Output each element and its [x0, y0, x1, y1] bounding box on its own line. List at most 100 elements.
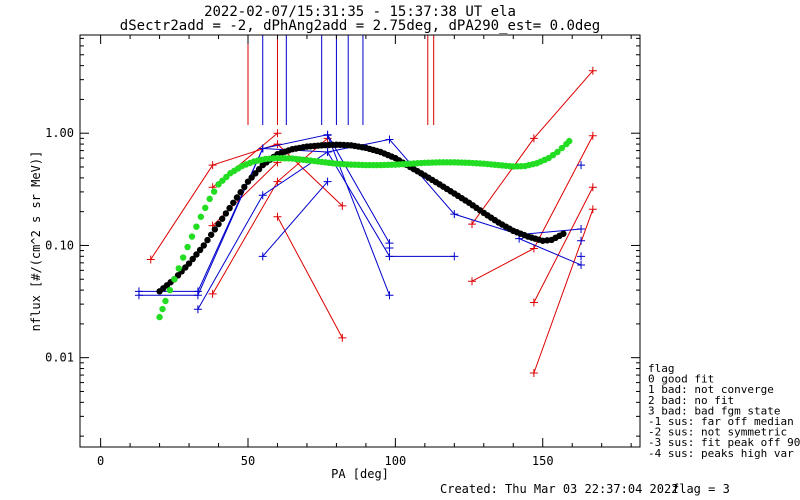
series-0-line-8: [533, 209, 594, 374]
series-layer: [134, 66, 597, 378]
series-2-dot-20: [230, 199, 237, 206]
x-tick-label-2: 100: [385, 454, 407, 468]
series-1-point-1-5: [450, 252, 459, 261]
series-2-dot-21: [233, 194, 241, 201]
legend-line-8: -4 sus: peaks high var: [648, 447, 794, 460]
series-1-point-2-6: [577, 225, 586, 234]
series-0-point-0-1: [208, 161, 217, 170]
series-1-point-1-4: [385, 252, 394, 261]
series-3-dot-0: [156, 313, 163, 321]
series-0-point-8-1: [588, 205, 597, 214]
series-3-dot-7: [184, 243, 191, 251]
series-1-line-3: [262, 181, 328, 257]
series-2-dot-17: [219, 215, 226, 222]
series-1-point-1-1: [193, 291, 202, 300]
series-0-point-3-0: [208, 289, 217, 298]
series-1-point-4-0: [323, 131, 332, 140]
series-3: [156, 137, 573, 321]
series-2-dot-15: [211, 226, 219, 233]
series-2-dot-109: [560, 230, 567, 237]
series-0-line-7: [533, 187, 594, 303]
series-3-dot-107: [566, 137, 573, 145]
series-0-point-0-3: [338, 201, 347, 210]
series-2-dot-22: [237, 189, 244, 196]
series-0-point-0-0: [146, 255, 155, 264]
series-1-point-8-0: [577, 252, 586, 261]
series-0: [146, 66, 597, 378]
series-3-dot-104: [554, 148, 561, 156]
x-tick-label-0: 0: [97, 454, 104, 468]
flag-value: flag = 3: [672, 482, 730, 496]
series-1-point-4-1: [385, 291, 394, 300]
series-3-dot-10: [197, 213, 205, 220]
series-3-dot-3: [166, 286, 174, 294]
series-0-line-4: [277, 216, 343, 339]
series-0-line-0: [150, 143, 343, 260]
series-2-dot-19: [226, 204, 233, 212]
series-2-dot-12: [200, 242, 207, 249]
chart-title: 2022-02-07/15:31:35 - 15:37:38 UT ela: [204, 4, 516, 20]
series-1-point-2-1: [258, 191, 267, 200]
series-0-point-6-1: [529, 244, 538, 253]
series-2-dot-26: [252, 170, 259, 177]
series-1-point-2-2: [323, 148, 332, 157]
series-3-dot-4: [171, 276, 178, 283]
series-2-dot-27: [255, 166, 263, 173]
series-1: [134, 130, 586, 314]
series-0-point-3-1: [273, 177, 282, 186]
series-1-point-1-0: [134, 291, 143, 300]
series-2-dot-13: [204, 236, 211, 244]
series-0-point-5-0: [468, 220, 476, 229]
series-3-dot-105: [558, 144, 566, 152]
series-1-point-9-0: [577, 236, 586, 245]
series-1-point-5-0: [385, 243, 394, 252]
series-0-point-5-2: [588, 66, 597, 75]
series-0-line-5: [471, 70, 594, 225]
plot-frame: [79, 34, 641, 448]
series-1-line-6: [518, 238, 582, 266]
x-axis-label: PA [deg]: [331, 467, 389, 481]
series-2-dot-24: [244, 178, 252, 185]
y-tick-label-0: 0.01: [45, 351, 74, 365]
series-0-point-6-0: [468, 277, 476, 286]
series-1-point-2-3: [385, 135, 394, 144]
legend-line-2: 1 bad: not converge: [648, 383, 774, 396]
legend-line-5: -1 sus: far off median: [648, 415, 794, 428]
y-tick-label-2: 1.00: [45, 126, 74, 140]
x-tick-label-3: 150: [532, 454, 554, 468]
series-3-dot-8: [188, 233, 196, 240]
series-2-dot-11: [196, 246, 204, 254]
series-0-point-7-1: [588, 183, 597, 192]
series-0-point-6-2: [588, 131, 597, 140]
series-1-point-1-2: [258, 144, 267, 153]
y-tick-label-1: 0.10: [45, 238, 74, 252]
x-tick-label-1: 50: [241, 454, 255, 468]
legend-line-0: flag: [648, 362, 675, 375]
legend: flag 0 good fit 1 bad: not converge 2 ba…: [648, 362, 800, 460]
series-2-dot-8: [185, 260, 193, 267]
series-1-point-3-1: [323, 177, 332, 186]
series-1-point-2-4: [450, 210, 459, 219]
series-2-dot-9: [189, 255, 196, 263]
series-2-dot-23: [241, 183, 248, 191]
legend-line-4: 3 bad: bad fgm state: [648, 404, 780, 417]
y-axis-label: nflux [#/(cm^2 s sr MeV)]: [29, 151, 43, 332]
series-1-point-7-0: [577, 161, 586, 170]
series-0-point-5-1: [529, 134, 538, 143]
series-3-dot-13: [210, 188, 218, 195]
series-2-dot-14: [207, 231, 215, 238]
series-1-line-1: [138, 148, 455, 296]
series-2-dot-25: [248, 174, 255, 181]
series-0-point-4-0: [273, 212, 282, 221]
chart-subtitle: dSectr2add = -2, dPhAng2add = 2.75deg, d…: [120, 18, 600, 34]
series-3-dot-6: [179, 254, 187, 261]
series-2-dot-10: [193, 251, 200, 258]
series-1-line-4: [327, 135, 390, 296]
series-3-dot-1: [159, 305, 166, 313]
series-1-point-2-0: [193, 305, 202, 314]
series-0-point-7-0: [529, 298, 538, 307]
series-0-point-8-0: [529, 369, 538, 378]
series-2-dot-16: [215, 220, 222, 228]
series-3-dot-5: [175, 265, 182, 272]
